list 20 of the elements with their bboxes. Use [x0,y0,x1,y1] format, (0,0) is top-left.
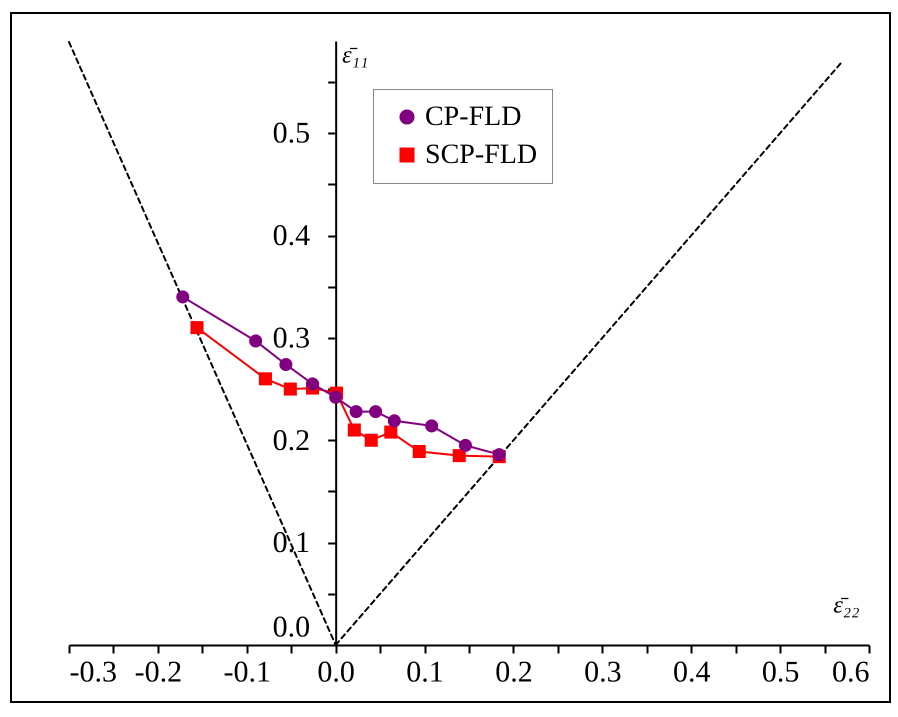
y-tick-label: 0.5 [272,116,310,150]
x-tick-label: 0.0 [317,656,355,688]
legend-label: SCP-FLD [425,139,538,170]
x-tick-label: 0.3 [584,656,622,688]
y-tick-label: 0.0 [272,610,310,644]
legend-label: CP-FLD [425,101,522,132]
y-tick-label: 0.4 [272,219,310,252]
y-tick-label: 0.3 [272,321,310,354]
x-tick-label: 0.5 [762,656,800,688]
y-axis-title: ε̄₁₁ [342,42,368,68]
y-tick-label: 0.2 [272,424,310,457]
x-tick-label: 0.1 [406,656,444,688]
x-tick-label: 0.6 [832,656,870,688]
x-tick-label: -0.2 [134,656,182,688]
x-tick-label: 0.2 [495,656,533,688]
x-tick-label: -0.3 [70,656,117,688]
x-axis-title: ε̄₂₂ [833,592,860,618]
y-tick-label: 0.1 [272,526,310,560]
x-tick-label: 0.4 [672,656,710,688]
x-tick-label: -0.1 [224,656,272,688]
